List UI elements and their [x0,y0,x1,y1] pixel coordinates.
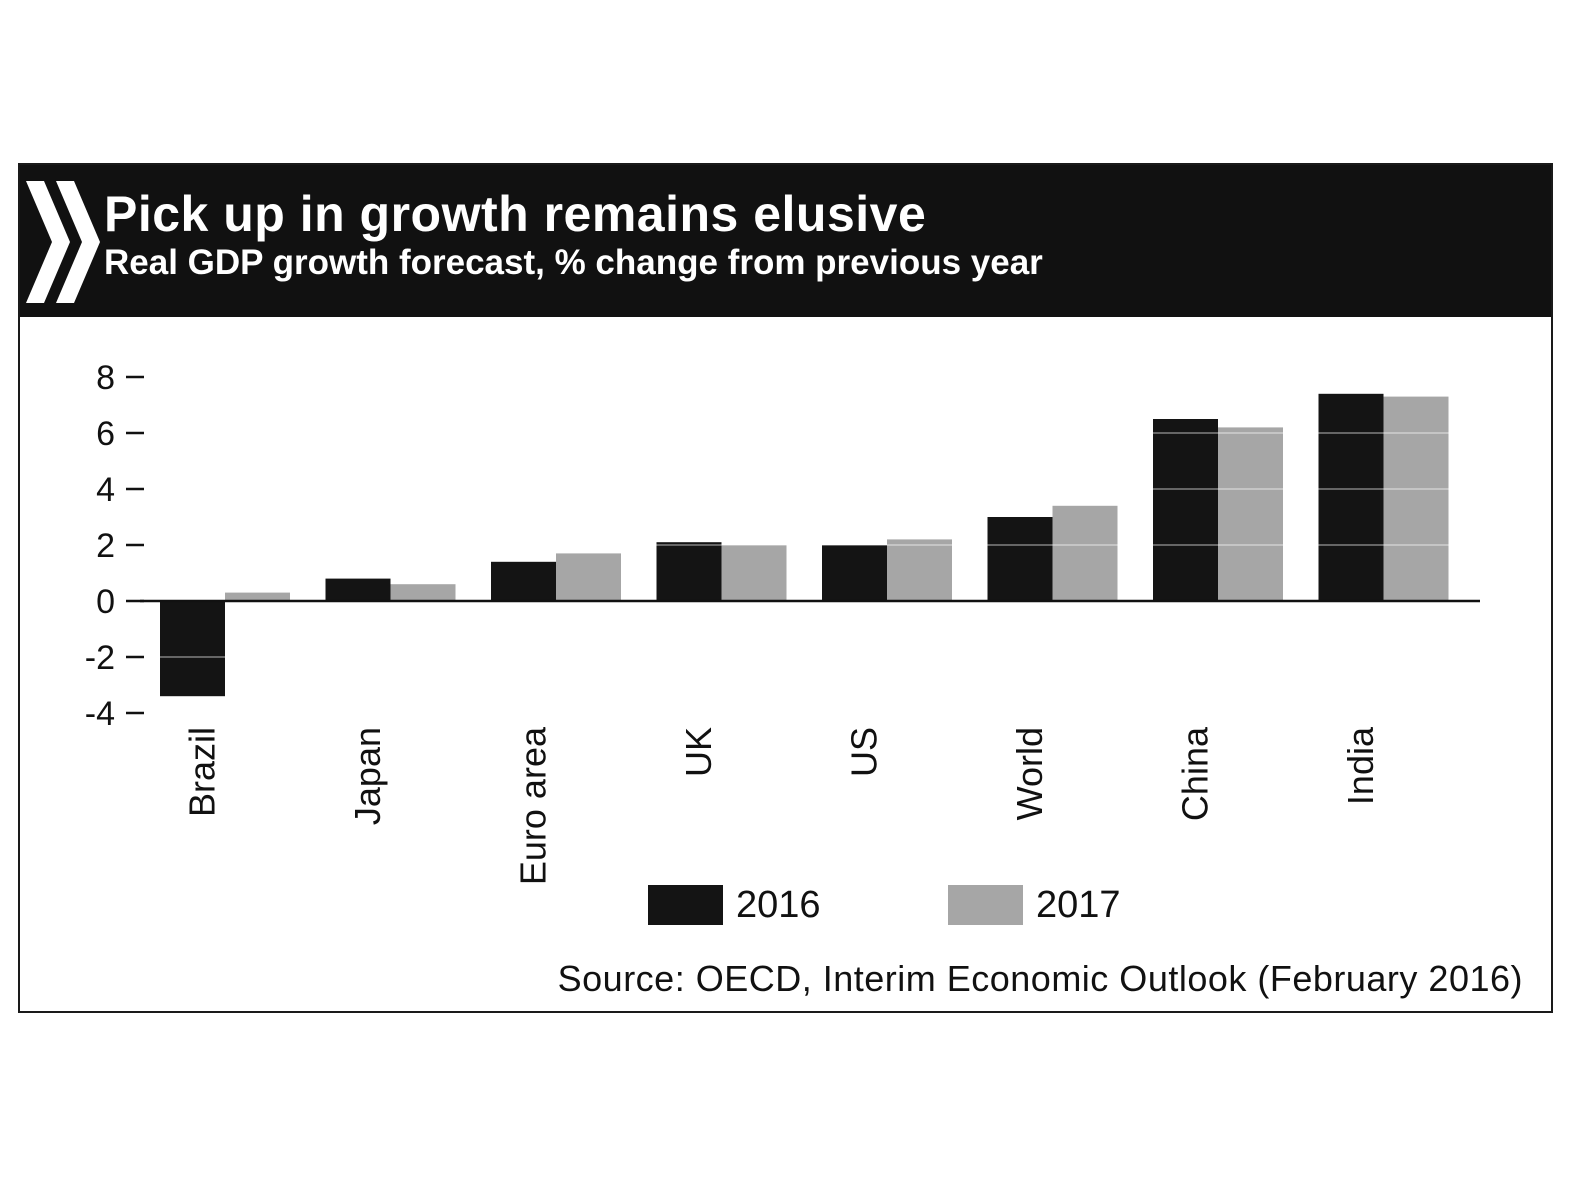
category-label-uk: UK [678,727,719,777]
chart-title: Pick up in growth remains elusive [104,186,927,242]
bar-brazil-2017 [225,592,290,601]
chart-subtitle: Real GDP growth forecast, % change from … [104,243,1043,282]
category-label-euro-area: Euro area [513,726,554,885]
bar-uk-2016 [656,542,722,601]
bar-india-2017 [1383,396,1449,601]
source-note: Source: OECD, Interim Economic Outlook (… [557,958,1523,999]
bar-world-2017 [1052,505,1118,601]
bar-world-2016 [987,517,1053,601]
bar-china-2016 [1153,419,1218,601]
category-label-us: US [844,727,885,777]
category-label-brazil: Brazil [182,727,223,817]
y-tick-label: 4 [96,471,115,509]
double-chevron-icon [26,181,100,303]
legend-swatch-2017 [948,885,1023,925]
bar-brazil-2016 [160,601,225,697]
bar-japan-2016 [325,578,391,601]
y-tick-label: 0 [96,583,115,621]
bar-euro-area-2017 [556,553,621,601]
y-tick-label: -4 [85,695,115,733]
bar-us-2017 [887,539,952,601]
bar-india-2016 [1318,393,1384,601]
legend-label-2017: 2017 [1036,884,1121,926]
bar-china-2017 [1218,427,1283,601]
y-tick-label: 8 [96,359,115,397]
chart-frame: Pick up in growth remains elusive Real G… [18,163,1553,1013]
title-banner: Pick up in growth remains elusive Real G… [20,165,1551,317]
category-label-india: India [1340,726,1381,805]
y-tick-label: 2 [96,527,115,565]
bar-japan-2017 [390,584,456,601]
bar-uk-2017 [721,545,787,601]
bar-chart: 8 6 4 2 0 -2 -4 Brazil Japan Euro area UK US World Ch… [85,359,1480,926]
bar-euro-area-2016 [491,561,556,601]
legend-swatch-2016 [648,885,723,925]
category-label-japan: Japan [347,727,388,825]
category-label-world: World [1009,727,1050,820]
legend-label-2016: 2016 [736,884,821,926]
y-tick-label: -2 [85,639,115,677]
category-label-china: China [1175,726,1216,821]
bar-us-2016 [822,545,887,601]
y-tick-label: 6 [96,415,115,453]
